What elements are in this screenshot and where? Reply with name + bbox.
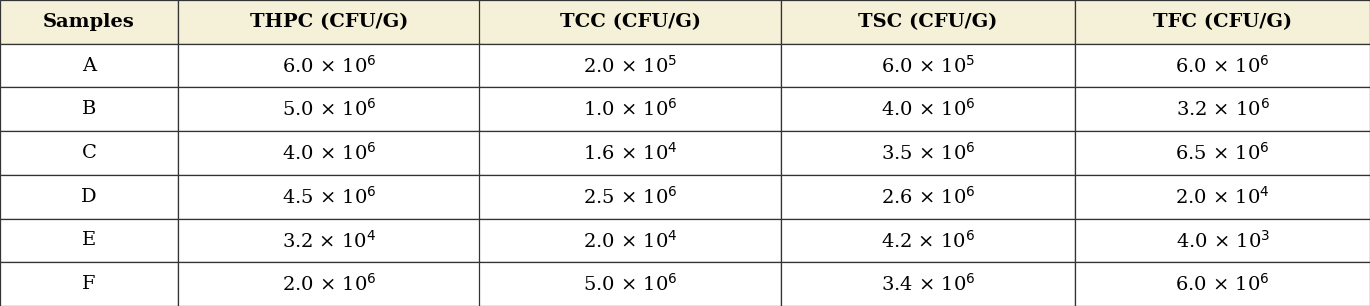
Text: C: C [82, 144, 96, 162]
Text: 2.6 × 10$^{6}$: 2.6 × 10$^{6}$ [881, 186, 975, 208]
Bar [178, 44, 480, 88]
Bar [0, 262, 178, 306]
Text: 2.0 × 10$^{4}$: 2.0 × 10$^{4}$ [1175, 186, 1270, 208]
Text: 6.0 × 10$^{6}$: 6.0 × 10$^{6}$ [281, 55, 377, 76]
Text: TFC (CFU/G): TFC (CFU/G) [1154, 13, 1292, 31]
Bar [479, 262, 781, 306]
Bar [781, 88, 1075, 131]
Text: 2.5 × 10$^{6}$: 2.5 × 10$^{6}$ [582, 186, 678, 208]
Text: B: B [82, 100, 96, 118]
Bar [479, 0, 781, 44]
Bar [0, 0, 178, 44]
Bar [178, 262, 480, 306]
Text: 4.0 × 10$^{3}$: 4.0 × 10$^{3}$ [1175, 230, 1270, 251]
Text: 4.0 × 10$^{6}$: 4.0 × 10$^{6}$ [881, 98, 975, 120]
Bar [781, 218, 1075, 262]
Text: 2.0 × 10$^{4}$: 2.0 × 10$^{4}$ [582, 230, 678, 251]
Bar [1075, 131, 1370, 175]
Bar [781, 131, 1075, 175]
Text: 1.0 × 10$^{6}$: 1.0 × 10$^{6}$ [582, 98, 678, 120]
Bar [1075, 262, 1370, 306]
Bar [479, 131, 781, 175]
Text: 2.0 × 10$^{6}$: 2.0 × 10$^{6}$ [281, 273, 377, 295]
Text: 6.0 × 10$^{5}$: 6.0 × 10$^{5}$ [881, 55, 975, 76]
Text: 5.0 × 10$^{6}$: 5.0 × 10$^{6}$ [281, 98, 377, 120]
Bar [1075, 218, 1370, 262]
Text: D: D [81, 188, 97, 206]
Text: 4.0 × 10$^{6}$: 4.0 × 10$^{6}$ [281, 142, 377, 164]
Text: 3.2 × 10$^{6}$: 3.2 × 10$^{6}$ [1175, 98, 1270, 120]
Text: 2.0 × 10$^{5}$: 2.0 × 10$^{5}$ [584, 55, 677, 76]
Bar [0, 131, 178, 175]
Text: A: A [82, 57, 96, 75]
Bar [1075, 88, 1370, 131]
Bar [178, 88, 480, 131]
Text: 6.0 × 10$^{6}$: 6.0 × 10$^{6}$ [1175, 273, 1270, 295]
Text: THPC (CFU/G): THPC (CFU/G) [249, 13, 408, 31]
Bar [178, 218, 480, 262]
Text: 5.0 × 10$^{6}$: 5.0 × 10$^{6}$ [582, 273, 678, 295]
Text: 1.6 × 10$^{4}$: 1.6 × 10$^{4}$ [582, 142, 678, 164]
Bar [1075, 175, 1370, 218]
Text: E: E [82, 231, 96, 249]
Bar [781, 175, 1075, 218]
Bar [479, 218, 781, 262]
Bar [0, 175, 178, 218]
Text: Samples: Samples [44, 13, 134, 31]
Text: 4.2 × 10$^{6}$: 4.2 × 10$^{6}$ [881, 230, 975, 251]
Bar [479, 88, 781, 131]
Bar [781, 44, 1075, 88]
Bar [781, 262, 1075, 306]
Text: TCC (CFU/G): TCC (CFU/G) [560, 13, 700, 31]
Bar [0, 88, 178, 131]
Text: 6.5 × 10$^{6}$: 6.5 × 10$^{6}$ [1175, 142, 1270, 164]
Bar [1075, 0, 1370, 44]
Bar [1075, 44, 1370, 88]
Text: TSC (CFU/G): TSC (CFU/G) [859, 13, 997, 31]
Bar [178, 175, 480, 218]
Bar [479, 175, 781, 218]
Bar [781, 0, 1075, 44]
Text: 6.0 × 10$^{6}$: 6.0 × 10$^{6}$ [1175, 55, 1270, 76]
Bar [479, 44, 781, 88]
Text: 4.5 × 10$^{6}$: 4.5 × 10$^{6}$ [281, 186, 377, 208]
Text: F: F [82, 275, 96, 293]
Text: 3.4 × 10$^{6}$: 3.4 × 10$^{6}$ [881, 273, 975, 295]
Bar [0, 218, 178, 262]
Bar [178, 0, 480, 44]
Text: 3.2 × 10$^{4}$: 3.2 × 10$^{4}$ [282, 230, 375, 251]
Text: 3.5 × 10$^{6}$: 3.5 × 10$^{6}$ [881, 142, 975, 164]
Bar [0, 44, 178, 88]
Bar [178, 131, 480, 175]
